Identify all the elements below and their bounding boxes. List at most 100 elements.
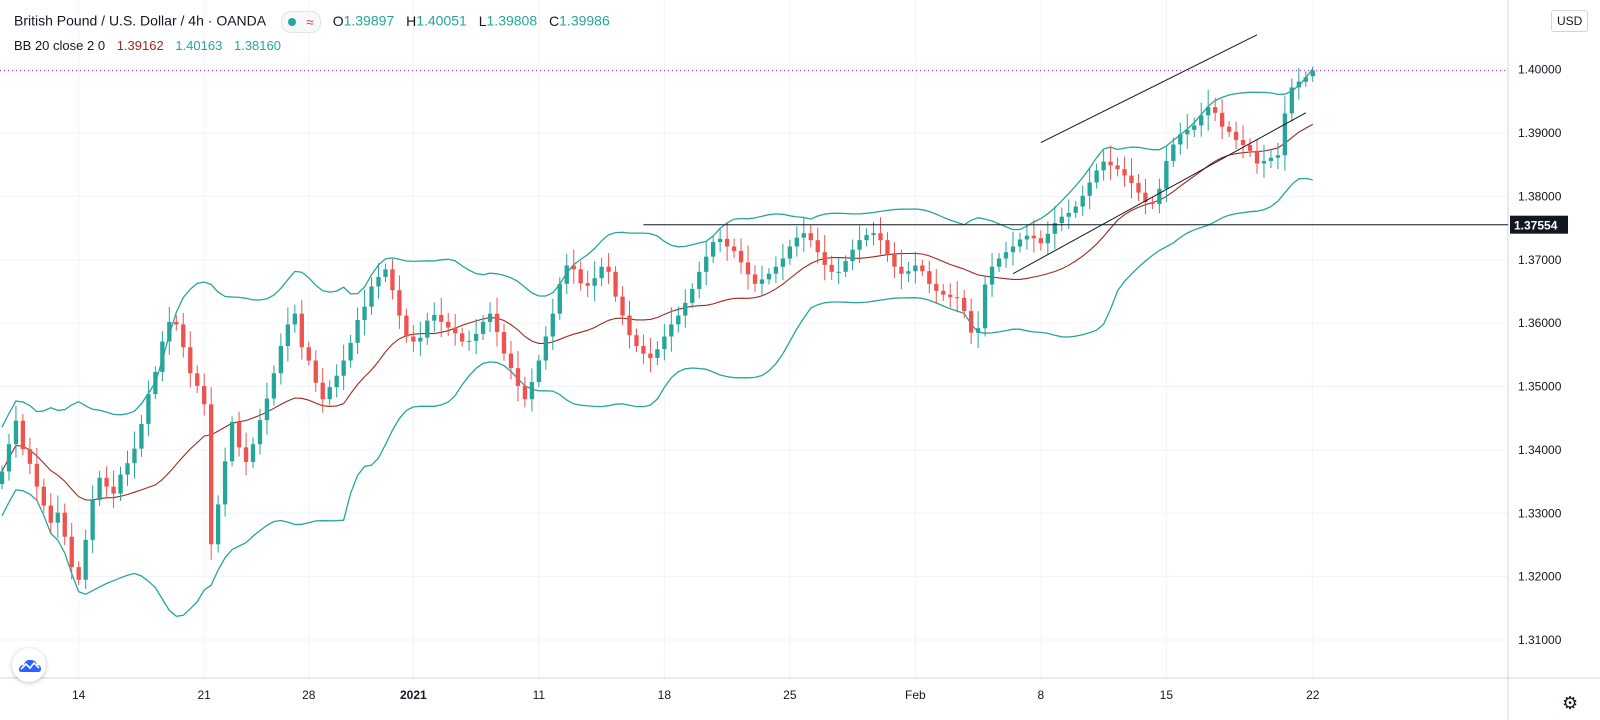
candle-body — [188, 347, 193, 374]
price-tick-label: 1.38000 — [1518, 189, 1562, 203]
bb-upper-band — [1, 68, 1314, 428]
candle-body — [843, 261, 848, 272]
candle-body — [801, 233, 806, 238]
price-tick-label: 1.32000 — [1518, 570, 1562, 584]
candle-body — [864, 235, 869, 241]
candle-body — [425, 320, 430, 338]
candle-body — [1233, 131, 1239, 141]
candle-body — [460, 333, 465, 342]
candle-body — [1303, 77, 1308, 82]
candle-body — [1164, 160, 1169, 189]
candle-body — [1185, 129, 1190, 135]
candle-body — [209, 404, 214, 545]
candle-body — [1157, 188, 1162, 205]
candle-body — [118, 474, 123, 494]
candle-body — [634, 335, 639, 346]
candle-body — [752, 274, 758, 284]
candle-body — [369, 286, 374, 307]
candle-body — [1143, 192, 1148, 203]
symbol-name[interactable]: British Pound / U.S. Dollar — [14, 12, 177, 29]
price-tick-label: 1.35000 — [1518, 380, 1562, 394]
candle-body — [564, 265, 569, 284]
candle-body — [383, 269, 388, 277]
candle-body — [955, 297, 960, 299]
candle-body — [1136, 183, 1141, 193]
close-value: 1.39986 — [559, 12, 610, 29]
time-tick-label: 8 — [1038, 688, 1045, 702]
candle-body — [341, 360, 346, 376]
candle-body — [501, 332, 507, 354]
candle-body — [690, 288, 695, 303]
candle-body — [76, 567, 81, 580]
low-label: L — [478, 12, 487, 29]
candle-body — [278, 345, 284, 374]
channel-lower-line — [1012, 112, 1307, 275]
candle-body — [1122, 169, 1127, 176]
candle-body — [815, 240, 820, 253]
candle-body — [522, 385, 528, 400]
candle-body — [1052, 223, 1057, 234]
candle-body — [1289, 87, 1295, 114]
candle-body — [724, 238, 730, 247]
indicator-legend: BB 20 close 2 0 1.39162 1.40163 1.38160 — [14, 38, 281, 53]
support-price-tag — [1510, 215, 1568, 234]
candle-body — [146, 394, 151, 424]
candle-body — [1087, 182, 1092, 196]
candle-body — [348, 342, 353, 361]
close-label: C — [549, 12, 560, 29]
time-tick-label: 15 — [1160, 688, 1174, 702]
candle-body — [1059, 216, 1064, 224]
candle-body — [55, 512, 60, 523]
candle-body — [1045, 233, 1050, 244]
candle-body — [766, 273, 772, 280]
indicator-name[interactable]: BB 20 close 2 0 — [14, 38, 106, 53]
candle-body — [738, 250, 744, 263]
candle-body — [160, 341, 165, 372]
candle-body — [1066, 212, 1071, 217]
time-tick-label: 25 — [783, 688, 797, 702]
candle-body — [1310, 70, 1315, 77]
candle-body — [264, 398, 270, 421]
candle-body — [927, 271, 932, 284]
candle-body — [236, 422, 242, 448]
candle-body — [529, 382, 535, 400]
candle-body — [473, 333, 479, 341]
candle-body — [404, 315, 409, 337]
candle-body — [892, 254, 897, 267]
candle-body — [508, 353, 514, 369]
candle-body — [1094, 170, 1099, 183]
time-tick-label: 14 — [72, 688, 86, 702]
candle-body — [222, 461, 228, 505]
currency-button[interactable]: USD — [1551, 10, 1589, 32]
candle-body — [773, 266, 779, 274]
candle-body — [543, 336, 548, 361]
candle-body — [683, 302, 688, 316]
candle-body — [1219, 112, 1225, 127]
candle-body — [1213, 107, 1218, 113]
channel-upper-line — [1040, 34, 1258, 144]
candle-body — [641, 345, 646, 354]
settings-gear-icon[interactable]: ⚙ — [1562, 693, 1579, 713]
candle-body — [1268, 157, 1274, 161]
interval-label[interactable]: 4h — [188, 12, 204, 29]
candle-body — [697, 271, 702, 289]
price-tick-label: 1.34000 — [1518, 443, 1562, 457]
price-tick-label: 1.31000 — [1518, 633, 1562, 647]
low-value: 1.39808 — [486, 12, 538, 29]
candle-body — [1017, 239, 1023, 247]
candle-body — [13, 420, 19, 445]
candle-body — [850, 249, 855, 262]
price-tick-label: 1.33000 — [1518, 506, 1562, 520]
market-status-pill[interactable]: ≈ — [281, 11, 321, 33]
bb-basis-value: 1.39162 — [116, 38, 164, 53]
candle-body — [453, 327, 458, 334]
candle-body — [285, 324, 291, 346]
candle-body — [292, 313, 297, 325]
candle-body — [996, 258, 1002, 267]
candle-body — [1296, 81, 1301, 88]
candle-body — [1108, 161, 1113, 166]
tradingview-logo[interactable] — [12, 648, 46, 682]
candle-body — [41, 486, 46, 506]
